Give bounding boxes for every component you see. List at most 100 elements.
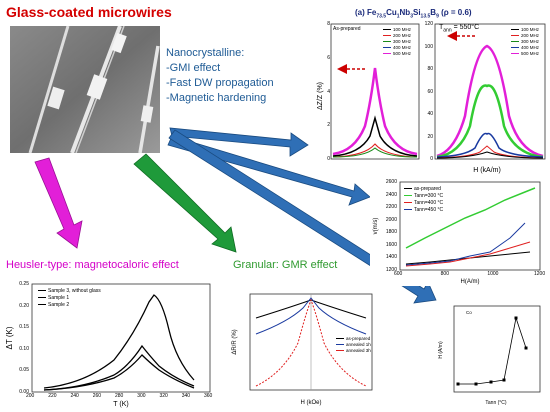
velocity-legend-item-swatch (404, 195, 412, 197)
gmi-right-ytick: 0 (430, 156, 433, 162)
gmi-left-annotation: As-prepared (333, 26, 361, 32)
velocity-ytick: 2000 (385, 216, 397, 223)
gmi-right-annotation-tail: = 550°C (451, 24, 480, 31)
mce-xtick: 220 (48, 393, 57, 399)
gmi-legend-right-item-label: 400 MHz (521, 45, 540, 50)
sem-micrograph-image (10, 26, 160, 153)
gmr-legend-item-swatch (336, 344, 344, 346)
coercivity-panel: H (A/m) Tann (°C) Co (436, 302, 544, 408)
gmi-right-ytick: 20 (427, 133, 433, 140)
coercivity-point (474, 382, 478, 386)
mce-legend-item: Sample 2 (38, 302, 101, 309)
mce-xtick: 360 (204, 393, 213, 399)
mce-ytick: 0.25 (19, 281, 29, 287)
coercivity-series (458, 316, 527, 385)
velocity-xtick: 1000 (487, 271, 499, 277)
gmi-left-curve-200 (332, 143, 418, 158)
gmr-chart: ΔR/R (%) H (kOe) (232, 293, 373, 406)
mce-chart: ΔT (K) T (K) (5, 283, 211, 408)
gmr-legend-item: as-prepared (336, 336, 371, 342)
gmi-legend-right-item-swatch (511, 29, 519, 31)
mce-legend-item-label: Sample 1 (48, 295, 70, 301)
comp-rho: (ρ = 0.6) (438, 8, 472, 17)
velocity-series-450 (405, 222, 526, 266)
gmi-legend-left-item-label: 100 MHz (393, 27, 412, 32)
gmi-right-annotation-sub: ann (443, 27, 452, 34)
gmi-legend-left-item: 500 MHz (383, 51, 411, 57)
coercivity-xlabel: Tann (°C) (485, 400, 507, 406)
gmr-legend: as-prepared annealed 1h annealed 3h (336, 336, 371, 354)
velocity-frame (399, 181, 541, 271)
mce-xtick: 280 (115, 393, 124, 399)
gmr-legend-item-swatch (336, 350, 344, 352)
gmi-right-curve-400 (436, 84, 544, 159)
velocity-xtick: 600 (394, 271, 403, 277)
gmr-panel: ΔR/R (%) H (kOe) as-prepared annealed 1h a… (228, 288, 378, 408)
mce-legend-item: Sample 1 (38, 295, 101, 302)
comp-si-sub: 13.5 (420, 13, 431, 20)
gmi-legend-left-item: 300 MHz (383, 39, 411, 45)
gmi-legend-left-item-label: 400 MHz (393, 45, 412, 50)
green-arrow (133, 153, 237, 253)
gmr-legend-item: annealed 3h (336, 348, 371, 354)
magenta-arrow (34, 157, 83, 249)
heusler-label: Heusler-type: magnetocaloric effect (6, 259, 179, 271)
gmr-legend-item-label: as-prepared (346, 336, 371, 341)
gmi-right-curve-200 (436, 145, 544, 159)
gmi-right-curve-100 (436, 151, 544, 159)
gmi-chart: ΔZ/Z (%) H (kA/m) (317, 23, 546, 174)
gmi-xlabel: H (kA/m) (473, 167, 501, 174)
gmr-series-annealed3h (255, 298, 367, 387)
velocity-legend-item-label: Tann=400 °C (414, 200, 444, 206)
gmi-legend-left-item-swatch (383, 47, 391, 49)
gmi-left-curve-100 (332, 115, 418, 157)
velocity-series-400 (405, 241, 531, 267)
mce-legend-item-label: Sample 2 (48, 302, 70, 308)
nanocrystalline-heading: Nanocrystalline: (166, 47, 245, 59)
comp-si: Si (412, 8, 421, 17)
gmi-left-arrow-head (337, 64, 347, 74)
gmr-legend-item: annealed 1h (336, 342, 371, 348)
coercivity-point (489, 380, 493, 384)
gmi-right-frame (434, 23, 546, 160)
comp-nb: Nb (399, 8, 411, 17)
comp-b-sub: 9 (436, 13, 439, 20)
velocity-xtick: 1200 (534, 271, 546, 277)
gmi-legend-left-item-label: 200 MHz (393, 33, 412, 38)
coercivity-ylabel: H (A/m) (438, 341, 444, 359)
nanocrystalline-item-hardening: -Magnetic hardening (166, 92, 267, 104)
mce-ylabel: ΔT (K) (5, 326, 14, 349)
gmi-legend-left-item: 100 MHz (383, 27, 411, 33)
mce-ytick: 0.00 (19, 389, 29, 395)
mce-xtick: 240 (70, 393, 79, 399)
gmi-ylabel: ΔZ/Z (%) (317, 82, 324, 110)
mce-legend: Sample 3, without glass Sample 1 Sample 2 (38, 288, 101, 309)
gmi-legend-right-item-label: 100 MHz (521, 27, 540, 32)
velocity-ytick: 2200 (385, 204, 397, 211)
granular-label: Granular: GMR effect (233, 259, 338, 271)
comp-fe-sub: 73.5 (376, 13, 387, 20)
blue-arrow-coercivity (168, 129, 437, 304)
gmi-legend-right: 100 MHz 200 MHz 300 MHz 400 MHz 500 MHz (511, 27, 539, 57)
gmi-left-frame (330, 23, 420, 160)
mce-xtick: 260 (92, 393, 102, 399)
mce-series-sample2 (43, 354, 195, 391)
velocity-ylabel: v(m/s) (373, 218, 379, 235)
velocity-series-300 (405, 187, 536, 249)
velocity-legend-item: Tann=300 °C (404, 193, 443, 200)
mce-xtick: 340 (181, 393, 191, 399)
velocity-legend-item: as-prepared (404, 186, 443, 193)
gmr-legend-item-swatch (336, 338, 344, 340)
comp-cu-sub: 1 (396, 13, 400, 20)
gmi-legend-left-item: 400 MHz (383, 45, 411, 51)
gmi-left-ytick: 0 (327, 156, 330, 162)
gmr-ylabel: ΔR/R (%) (232, 329, 238, 354)
gmi-left-ytick: 4 (327, 88, 330, 95)
gmi-right-curve-300 (436, 132, 544, 158)
velocity-ytick: 1600 (385, 241, 397, 248)
velocity-legend-item-swatch (404, 209, 412, 211)
gmr-legend-item-label: annealed 1h (346, 342, 371, 347)
mce-xtick: 200 (26, 393, 35, 399)
velocity-xtick: 800 (440, 271, 449, 277)
